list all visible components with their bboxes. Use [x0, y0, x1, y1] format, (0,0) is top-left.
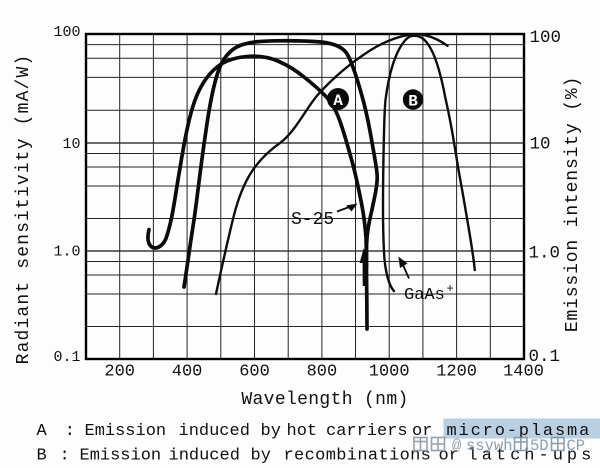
svg-text:200: 200	[104, 363, 135, 382]
svg-text:ssywh: ssywh	[466, 437, 513, 455]
svg-text:A: A	[333, 92, 343, 110]
svg-text:0.1: 0.1	[53, 349, 80, 366]
svg-text:S-25: S-25	[291, 210, 334, 230]
svg-text:@: @	[452, 437, 461, 455]
svg-text:0.1: 0.1	[529, 347, 561, 367]
svg-text:1200: 1200	[436, 363, 477, 382]
svg-text:100: 100	[530, 28, 562, 48]
svg-text:GaAs: GaAs	[404, 286, 445, 305]
svg-text:Wavelength (nm): Wavelength (nm)	[241, 390, 408, 410]
svg-text:100: 100	[53, 24, 80, 41]
svg-text:10: 10	[62, 136, 80, 153]
svg-text:600: 600	[239, 363, 270, 382]
svg-text:B: B	[408, 93, 418, 111]
svg-text:10: 10	[530, 134, 551, 154]
svg-text:1.0: 1.0	[53, 244, 80, 261]
svg-text:800: 800	[307, 363, 338, 382]
svg-text:1400: 1400	[503, 363, 544, 382]
svg-text:Radiant sensitivity (mA/W): Radiant sensitivity (mA/W)	[14, 54, 34, 365]
svg-text:CP: CP	[567, 437, 586, 455]
svg-text:400: 400	[172, 363, 203, 382]
svg-text:5D: 5D	[530, 437, 549, 455]
svg-text:1000: 1000	[369, 363, 410, 382]
svg-text:1.0: 1.0	[529, 244, 561, 264]
svg-text:Emission intensity (%): Emission intensity (%)	[563, 76, 583, 332]
svg-text:+: +	[447, 282, 454, 296]
